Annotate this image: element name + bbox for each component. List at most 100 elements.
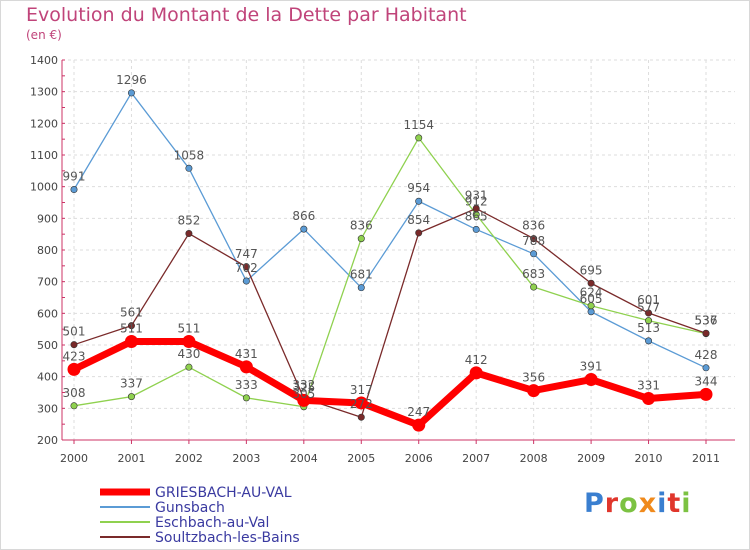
data-point — [354, 396, 368, 410]
data-point — [70, 402, 78, 410]
data-point — [357, 235, 365, 243]
x-tick-label: 2008 — [520, 452, 548, 465]
x-tick-label: 2011 — [692, 452, 720, 465]
data-point — [357, 284, 365, 292]
data-label: 247 — [407, 405, 430, 419]
y-tick-label: 1200 — [30, 117, 58, 130]
data-label: 683 — [522, 267, 545, 281]
data-point — [530, 250, 538, 258]
data-label: 605 — [580, 292, 603, 306]
y-tick-label: 500 — [37, 339, 58, 352]
chart-subtitle: (en €) — [26, 28, 62, 42]
data-label: 991 — [63, 170, 86, 184]
data-point — [297, 393, 311, 407]
y-tick-label: 200 — [37, 434, 58, 447]
data-label: 865 — [465, 209, 488, 223]
data-label: 536 — [695, 314, 718, 328]
logo-letter: i — [681, 488, 692, 519]
data-label: 866 — [292, 209, 315, 223]
x-tick-label: 2009 — [577, 452, 605, 465]
y-tick-label: 600 — [37, 307, 58, 320]
data-point — [300, 225, 308, 233]
data-point — [124, 335, 138, 349]
x-tick-label: 2000 — [60, 452, 88, 465]
grid — [62, 59, 735, 440]
y-tick-label: 1400 — [30, 54, 58, 67]
logo-letter: r — [604, 488, 620, 519]
data-label: 912 — [465, 195, 488, 209]
legend: GRIESBACH-AU-VALGunsbachEschbach-au-ValS… — [100, 485, 300, 546]
y-tick-label: 300 — [37, 402, 58, 415]
data-point — [587, 302, 595, 310]
data-label: 331 — [637, 379, 660, 393]
data-label: 1154 — [403, 118, 434, 132]
data-label: 1296 — [116, 73, 147, 87]
legend-label: Eschbach-au-Val — [155, 515, 269, 531]
legend-label: Soultzbach-les-Bains — [155, 530, 300, 546]
y-tick-label: 400 — [37, 371, 58, 384]
data-point — [185, 230, 193, 238]
x-tick-label: 2005 — [347, 452, 375, 465]
data-point — [239, 360, 253, 374]
logo-letter: P — [584, 488, 605, 519]
y-tick-label: 900 — [37, 212, 58, 225]
data-label: 695 — [580, 263, 603, 277]
y-tick-label: 1000 — [30, 181, 58, 194]
data-label: 1058 — [174, 148, 205, 162]
y-tick-label: 1100 — [30, 149, 58, 162]
data-point — [530, 235, 538, 243]
data-label: 423 — [63, 349, 86, 363]
data-point — [242, 263, 250, 271]
data-label: 308 — [63, 386, 86, 400]
x-tick-label: 2006 — [405, 452, 433, 465]
data-label: 337 — [120, 377, 143, 391]
x-tick-label: 2003 — [232, 452, 260, 465]
data-labels: 423 511 511 431 325 317 247 412 356 391 331 344 991 1… — [63, 73, 718, 419]
data-label: 332 — [292, 378, 315, 392]
data-label: 391 — [580, 360, 603, 374]
data-point — [242, 394, 250, 402]
data-point — [127, 322, 135, 330]
data-point — [242, 277, 250, 285]
y-tick-label: 800 — [37, 244, 58, 257]
series-line-2 — [73, 137, 707, 408]
data-label: 430 — [177, 347, 200, 361]
x-tick-label: 2004 — [290, 452, 318, 465]
data-label: 836 — [350, 219, 373, 233]
data-label: 431 — [235, 347, 258, 361]
data-point — [472, 205, 480, 213]
data-label: 305 — [292, 387, 315, 401]
data-label: 344 — [695, 374, 718, 388]
data-point — [587, 279, 595, 287]
data-label: 511 — [120, 322, 143, 336]
data-point — [127, 393, 135, 401]
series-line-1 — [73, 92, 707, 369]
data-point — [415, 134, 423, 142]
data-point — [584, 373, 598, 387]
x-tick-label: 2007 — [462, 452, 490, 465]
data-point — [185, 164, 193, 172]
data-point — [699, 387, 713, 401]
data-point — [70, 186, 78, 194]
data-point — [702, 329, 710, 337]
data-point — [469, 366, 483, 380]
data-label: 954 — [407, 181, 430, 195]
data-label: 356 — [522, 371, 545, 385]
data-label: 788 — [522, 234, 545, 248]
logo-letter: t — [667, 488, 682, 519]
data-label: 624 — [580, 286, 603, 300]
data-label: 854 — [407, 213, 430, 227]
data-point — [645, 309, 653, 317]
data-label: 513 — [637, 321, 660, 335]
data-label: 272 — [350, 397, 373, 411]
data-point — [70, 341, 78, 349]
series-lines — [67, 89, 713, 432]
data-label: 702 — [235, 261, 258, 275]
data-point — [412, 418, 426, 432]
x-tick-label: 2001 — [117, 452, 145, 465]
data-label: 537 — [695, 313, 718, 327]
x-tick-label: 2010 — [635, 452, 663, 465]
logo-letter: o — [619, 488, 639, 519]
data-point — [415, 229, 423, 237]
